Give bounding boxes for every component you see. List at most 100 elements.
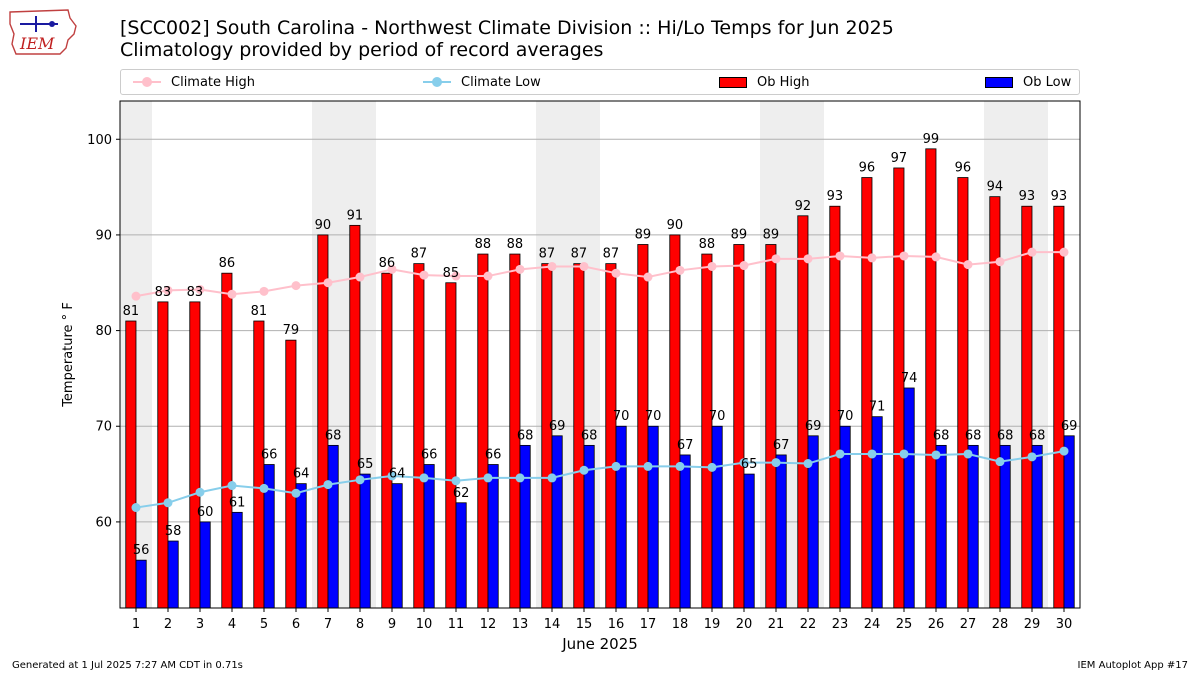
ob-low-label: 68 [517, 428, 534, 443]
ob-low-bar [423, 464, 435, 609]
ob-low-bar [999, 444, 1011, 609]
climate-high-point [675, 265, 685, 275]
ob-high-label: 92 [795, 199, 812, 214]
climate-high-point [195, 284, 205, 294]
iem-logo-text: IEM [19, 34, 55, 53]
iem-logo: IEM [6, 4, 82, 60]
ob-low-bar [199, 521, 211, 609]
ob-low-bar [871, 416, 883, 609]
climate-high-point [963, 260, 973, 270]
ob-low-bar [359, 473, 371, 609]
ob-low-label: 70 [613, 409, 630, 424]
ob-high-bar [477, 253, 489, 609]
y-tick-label: 60 [95, 515, 112, 530]
x-tick-label: 12 [480, 617, 497, 632]
ob-high-label: 81 [123, 304, 140, 319]
climate-low-point [803, 459, 813, 469]
ob-low-bar [327, 444, 339, 609]
ob-low-label: 68 [965, 428, 982, 443]
chart-subtitle: Climatology provided by period of record… [120, 39, 604, 61]
ob-low-bar [935, 444, 947, 609]
ob-low-label: 66 [485, 448, 502, 463]
climate-low-point [931, 450, 941, 460]
ob-low-bar [391, 483, 403, 609]
ob-high-bar [893, 167, 905, 609]
climate-high-point [483, 271, 493, 281]
ob-high-label: 86 [219, 256, 236, 271]
climate-low-point [1027, 452, 1037, 462]
ob-low-label: 61 [229, 495, 246, 510]
x-tick-label: 1 [132, 617, 140, 632]
chart-title: [SCC002] South Carolina - Northwest Clim… [120, 17, 894, 39]
y-tick-label: 70 [95, 420, 112, 435]
climate-low-point [867, 449, 877, 459]
climate-low-point [707, 462, 717, 472]
ob-low-swatch [985, 76, 1013, 88]
climate-high-swatch [133, 77, 161, 87]
plot-frame [119, 100, 1081, 609]
climate-high-point [611, 268, 621, 278]
legend-item-ob-low: Ob Low [985, 70, 1071, 94]
climate-high-point [419, 270, 429, 280]
climate-low-point [451, 476, 461, 486]
climate-high-point [867, 253, 877, 263]
climate-high-point [323, 278, 333, 288]
x-tick-label: 19 [704, 617, 721, 632]
climate-low-point [483, 473, 493, 483]
climate-low-point [579, 465, 589, 475]
ob-high-swatch [719, 76, 747, 88]
ob-high-label: 97 [891, 151, 908, 166]
ob-high-bar [253, 320, 265, 609]
ob-low-label: 68 [325, 428, 342, 443]
ob-low-bar [135, 559, 147, 609]
ob-high-label: 93 [1051, 189, 1068, 204]
ob-high-label: 93 [827, 189, 844, 204]
x-axis-label: June 2025 [561, 635, 638, 653]
ob-low-label: 62 [453, 486, 470, 501]
ob-high-bar [125, 320, 137, 609]
x-tick-label: 18 [672, 617, 689, 632]
ob-high-bar [317, 234, 329, 609]
climate-low-point [419, 473, 429, 483]
ob-low-bar [167, 540, 179, 609]
climate-low-point [131, 503, 141, 513]
climate-low-point [1059, 446, 1069, 456]
x-tick-label: 9 [388, 617, 396, 632]
ob-low-label: 70 [837, 409, 854, 424]
ob-high-label: 83 [155, 285, 172, 300]
x-tick-label: 29 [1024, 617, 1041, 632]
legend-label-ob-low: Ob Low [1023, 74, 1072, 90]
x-tick-label: 28 [992, 617, 1009, 632]
ob-low-bar [679, 454, 691, 609]
ob-low-bar [903, 387, 915, 609]
climate-high-point [451, 271, 461, 281]
ob-high-bar [221, 272, 233, 609]
ob-high-bar [381, 272, 393, 609]
x-tick-label: 27 [960, 617, 977, 632]
ob-low-label: 70 [709, 409, 726, 424]
climate-low-point [899, 449, 909, 459]
ob-high-bar [445, 282, 457, 609]
climate-low-point [227, 481, 237, 491]
ob-high-label: 87 [539, 247, 556, 262]
ob-low-bar [711, 425, 723, 609]
legend-label-climate-low: Climate Low [461, 74, 541, 90]
climate-low-point [547, 473, 557, 483]
ob-high-bar [797, 215, 809, 609]
legend-label-climate-high: Climate High [171, 74, 256, 90]
climate-low-swatch [423, 77, 451, 87]
x-tick-label: 23 [832, 617, 849, 632]
ob-high-bar [701, 253, 713, 609]
legend-label-ob-high: Ob High [757, 74, 810, 90]
climate-low-point [611, 461, 621, 471]
ob-low-bar [615, 425, 627, 609]
ob-high-bar [957, 177, 969, 609]
ob-high-bar [765, 244, 777, 609]
x-tick-label: 6 [292, 617, 300, 632]
climate-low-point [739, 458, 749, 468]
x-tick-label: 25 [896, 617, 913, 632]
ob-high-label: 89 [731, 227, 748, 242]
ob-low-label: 74 [901, 371, 918, 386]
climate-low-point [323, 480, 333, 490]
